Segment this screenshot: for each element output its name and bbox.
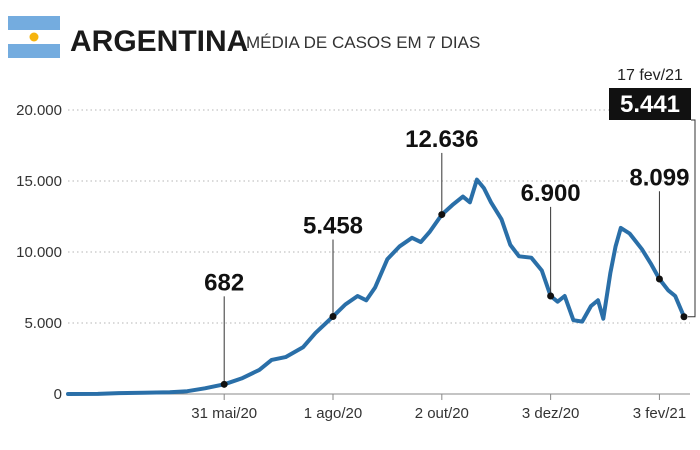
latest-point	[680, 313, 688, 321]
y-tick-label: 20.000	[16, 102, 62, 119]
y-tick-label: 0	[54, 386, 62, 403]
latest-date-label: 17 fev/21	[617, 67, 683, 84]
annotation-label: 12.636	[405, 126, 478, 153]
flag-sun-icon	[29, 32, 39, 42]
annotation-point	[655, 275, 663, 283]
annotation-label: 8.099	[629, 164, 689, 191]
country-title: ARGENTINA	[70, 25, 248, 58]
latest-leader	[688, 119, 696, 318]
grid-lines	[68, 109, 690, 324]
latest-value-label: 5.441	[620, 91, 680, 118]
x-tick-label: 2 out/20	[415, 405, 469, 422]
annotations: 682 5.458 12.636 6.900 8.099	[204, 126, 689, 388]
y-tick-label: 5.000	[24, 315, 62, 332]
annotation-point	[329, 312, 337, 320]
x-tick-label: 31 mai/20	[191, 405, 257, 422]
annotation-label: 682	[204, 269, 244, 296]
x-axis: 31 mai/20 1 ago/20 2 out/20 3 dez/20 3 fev/2…	[68, 393, 690, 422]
argentina-flag	[8, 16, 60, 58]
annotation-label: 6.900	[521, 180, 581, 207]
annotation-point	[220, 380, 228, 388]
x-tick-label: 3 fev/21	[633, 405, 686, 422]
x-tick-label: 1 ago/20	[304, 405, 362, 422]
latest-value-box	[609, 88, 691, 120]
y-tick-label: 10.000	[16, 244, 62, 261]
annotation-point	[547, 292, 555, 300]
y-tick-label: 15.000	[16, 173, 62, 190]
annotation-label: 5.458	[303, 213, 363, 240]
y-axis-ticks: 0 5.000 10.000 15.000 20.000	[16, 102, 62, 403]
series-line	[66, 177, 686, 396]
series-layer	[66, 177, 686, 396]
x-tick-label: 3 dez/20	[522, 405, 580, 422]
annotation-point	[438, 211, 446, 219]
latest-value-callout: 17 fev/21 5.441	[609, 67, 696, 321]
chart-subtitle: MÉDIA DE CASOS EM 7 DIAS	[246, 33, 480, 52]
